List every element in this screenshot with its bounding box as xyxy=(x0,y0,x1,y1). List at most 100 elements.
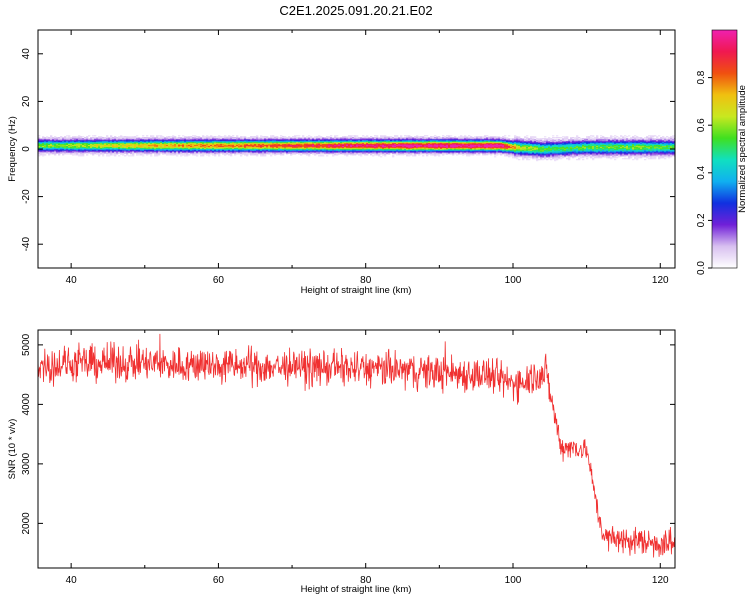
heatmap-cell xyxy=(516,143,519,146)
heatmap-cell xyxy=(286,145,289,147)
heatmap-cell xyxy=(62,142,65,145)
heatmap-cell xyxy=(510,149,513,151)
heatmap-cell xyxy=(318,136,321,138)
heatmap-cell xyxy=(288,136,291,138)
heatmap-cell xyxy=(530,145,533,147)
heatmap-cell xyxy=(304,148,307,150)
heatmap-cell xyxy=(172,143,175,146)
heatmap-cell xyxy=(82,141,85,144)
heatmap-cell xyxy=(138,151,141,153)
heatmap-cell xyxy=(520,150,523,152)
heatmap-cell xyxy=(478,139,481,142)
heatmap-cell xyxy=(62,139,65,142)
heatmap-cell xyxy=(408,147,411,149)
heatmap-cell xyxy=(90,147,93,149)
heatmap-cell xyxy=(364,139,367,141)
heatmap-cell xyxy=(278,141,281,144)
heatmap-cell xyxy=(508,142,511,145)
heatmap-cell xyxy=(306,144,309,146)
heatmap-cell xyxy=(220,147,223,149)
heatmap-cell xyxy=(190,136,193,138)
heatmap-cell xyxy=(374,138,377,140)
heatmap-cell xyxy=(474,149,477,151)
heatmap-cell xyxy=(300,154,303,156)
heatmap-cell xyxy=(356,147,359,149)
heatmap-cell xyxy=(272,153,275,155)
heatmap-cell xyxy=(150,153,153,155)
heatmap-cell xyxy=(190,142,193,145)
heatmap-cell xyxy=(320,148,323,150)
heatmap-cell xyxy=(214,142,217,145)
heatmap-cell xyxy=(428,145,431,147)
heatmap-cell xyxy=(164,146,167,148)
heatmap-cell xyxy=(276,141,279,144)
heatmap-cell xyxy=(358,150,361,152)
heatmap-cell xyxy=(282,142,285,145)
heatmap-cell xyxy=(492,147,495,149)
heatmap-cell xyxy=(226,139,229,142)
heatmap-cell xyxy=(210,135,213,137)
heatmap-cell xyxy=(114,148,117,150)
heatmap-cell xyxy=(334,145,337,147)
heatmap-cell xyxy=(340,139,343,141)
heatmap-cell xyxy=(342,153,345,155)
heatmap-cell xyxy=(258,150,261,152)
heatmap-cell xyxy=(344,146,347,148)
heatmap-cell xyxy=(212,138,215,140)
heatmap-cell xyxy=(238,148,241,150)
heatmap-cell xyxy=(234,142,237,145)
heatmap-cell xyxy=(186,145,189,147)
heatmap-cell xyxy=(246,147,249,149)
heatmap-cell xyxy=(334,139,337,141)
heatmap-cell xyxy=(522,142,525,145)
heatmap-cell xyxy=(50,151,53,153)
heatmap-cell xyxy=(400,143,403,146)
heatmap-cell xyxy=(284,145,287,147)
heatmap-cell xyxy=(120,148,123,150)
heatmap-cell xyxy=(228,145,231,147)
heatmap-cell xyxy=(202,142,205,145)
heatmap-cell xyxy=(442,145,445,147)
heatmap-cell xyxy=(142,147,145,149)
heatmap-cell xyxy=(366,147,369,149)
heatmap-cell xyxy=(196,155,199,157)
heatmap-cell xyxy=(82,138,85,140)
heatmap-cell xyxy=(76,136,79,138)
heatmap-cell xyxy=(198,150,201,152)
heatmap-cell xyxy=(402,146,405,148)
heatmap-cell xyxy=(460,149,463,151)
heatmap-cell xyxy=(406,150,409,152)
heatmap-cell xyxy=(538,141,541,144)
heatmap-cell xyxy=(112,149,115,151)
heatmap-cell xyxy=(80,142,83,145)
heatmap-cell xyxy=(160,152,163,154)
heatmap-cell xyxy=(292,153,295,155)
heatmap-cell xyxy=(174,136,177,138)
heatmap-cell xyxy=(418,140,421,143)
heatmap-cell xyxy=(424,146,427,148)
heatmap-cell xyxy=(396,138,399,140)
heatmap-cell xyxy=(448,139,451,142)
heatmap-cell xyxy=(248,143,251,146)
heatmap-cell xyxy=(238,147,241,149)
heatmap-cell xyxy=(128,140,131,143)
heatmap-cell xyxy=(406,138,409,140)
heatmap-cell xyxy=(100,148,103,150)
heatmap-cell xyxy=(232,138,235,140)
heatmap-cell xyxy=(438,155,441,157)
heatmap-cell xyxy=(204,149,207,151)
heatmap-cell xyxy=(84,147,87,149)
heatmap-cell xyxy=(292,138,295,140)
heatmap-cell xyxy=(466,150,469,152)
heatmap-cell xyxy=(266,147,269,149)
heatmap-cell xyxy=(46,144,49,146)
heatmap-cell xyxy=(124,148,127,150)
heatmap-cell xyxy=(512,153,515,155)
heatmap-cell xyxy=(266,138,269,140)
heatmap-cell xyxy=(208,152,211,154)
heatmap-cell xyxy=(456,144,459,146)
heatmap-cell xyxy=(208,141,211,144)
heatmap-cell xyxy=(306,148,309,150)
heatmap-cell xyxy=(474,143,477,146)
heatmap-cell xyxy=(202,141,205,144)
